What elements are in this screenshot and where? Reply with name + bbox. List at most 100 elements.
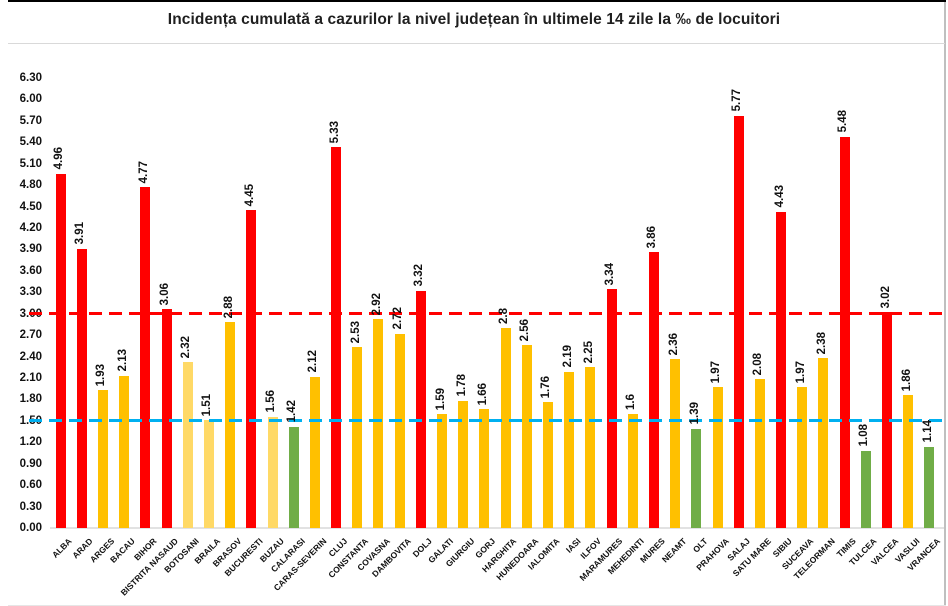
bar-bistrita-nasaud: [161, 309, 172, 528]
bar-value-label: 2.72: [392, 307, 405, 330]
y-tick-label: 2.40: [19, 350, 42, 363]
bar-value-label: 1.39: [688, 402, 701, 425]
bar-suceava: [797, 387, 808, 528]
bar-value-label: 5.33: [328, 120, 341, 144]
bar-iasi: [564, 371, 575, 528]
bar-value-label: 1.42: [286, 400, 299, 423]
bar-value-label: 3.86: [646, 225, 659, 249]
y-tick-label: 0.00: [19, 522, 42, 534]
bar-value-label: 2.92: [370, 293, 383, 316]
bar-value-label: 5.77: [731, 89, 744, 112]
x-axis-line: [50, 527, 944, 529]
bar-value-label: 1.66: [476, 383, 489, 406]
bar-calarasi: [288, 426, 299, 528]
bar-arad: [76, 248, 87, 528]
y-tick-label: 4.20: [19, 222, 42, 234]
bar-value-label: 1.97: [794, 360, 807, 384]
bar-value-label: 2.8: [498, 308, 511, 324]
bar-value-label: 2.19: [561, 345, 574, 368]
title-underline: [8, 43, 945, 44]
y-tick-label: 3.90: [19, 243, 42, 256]
bar-value-label: 1.86: [900, 368, 913, 392]
red-threshold-line: [29, 312, 944, 316]
bar-value-label: 3.32: [413, 264, 426, 287]
bar-mehedinti: [627, 413, 638, 528]
bar-vaslui: [903, 395, 914, 528]
bar-value-label: 2.13: [116, 349, 129, 372]
y-tick-label: 2.10: [19, 372, 42, 384]
bar-harghita: [500, 328, 511, 528]
chart-title: Incidența cumulată a cazurilor la nivel …: [167, 11, 781, 28]
bar-galati: [437, 414, 448, 528]
bar-value-label: 3.02: [879, 285, 892, 309]
bar-value-label: 4.45: [243, 183, 256, 207]
bar-value-label: 2.53: [349, 320, 362, 344]
bar-giurgiu: [458, 400, 469, 528]
bar-value-label: 1.93: [95, 363, 108, 387]
bar-value-label: 2.56: [519, 318, 532, 342]
bar-bihor: [140, 187, 151, 528]
y-tick-label: 0.30: [19, 500, 42, 513]
y-axis: 0.000.300.600.901.201.501.802.102.402.70…: [0, 72, 44, 534]
bar-bacau: [119, 375, 130, 528]
bar-value-label: 1.76: [540, 375, 553, 399]
bar-dambovita: [394, 333, 405, 528]
bar-value-label: 2.36: [667, 333, 680, 356]
y-tick-label: 3.30: [19, 286, 42, 299]
y-tick-label: 1.20: [19, 436, 42, 449]
bar-vrancea: [924, 446, 935, 528]
blue-threshold-line: [29, 419, 944, 423]
x-axis-labels: ALBA ARAD ARGES BACAU BIHOR BISTRITA NASAUD BO…: [49, 528, 943, 606]
bar-value-label: 2.08: [752, 353, 765, 376]
y-tick-label: 6.00: [19, 93, 42, 106]
bar-constanta: [352, 347, 363, 528]
bar-value-label: 1.08: [858, 424, 871, 447]
bar-value-label: 2.32: [180, 335, 193, 359]
frame-border-top: [8, 0, 946, 2]
y-tick-label: 4.50: [19, 200, 42, 213]
y-tick-label: 2.70: [19, 329, 42, 342]
bar-prahova: [712, 387, 723, 528]
bar-covasna: [373, 319, 384, 528]
bar-gorj: [479, 409, 490, 528]
bar-maramures: [606, 289, 617, 528]
bar-hunedoara: [521, 345, 532, 528]
plot-area: 4.96 3.91 1.93 2.13 4.77 3.06 2.32 1.51 2.88 4.45…: [29, 78, 944, 529]
bar-teleorman: [818, 358, 829, 528]
bar-mures: [648, 252, 659, 528]
bar-value-label: 2.38: [815, 331, 828, 354]
bar-tulcea: [860, 450, 871, 528]
bar-value-label: 2.12: [307, 350, 320, 373]
bar-dolj: [415, 290, 426, 528]
bar-value-label: 4.96: [53, 147, 66, 170]
bar-bucuresti: [246, 210, 257, 528]
y-tick-label: 1.80: [19, 393, 42, 406]
bar-sibiu: [776, 211, 787, 528]
x-axis-label: ALBA: [49, 536, 74, 560]
bar-value-label: 1.78: [455, 374, 468, 397]
bar-ilfov: [585, 367, 596, 528]
bar-value-label: 1.51: [201, 393, 214, 417]
bar-value-label: 2.88: [222, 295, 235, 319]
bar-neamt: [670, 359, 681, 528]
y-tick-label: 5.70: [19, 114, 42, 127]
bar-value-label: 1.6: [625, 393, 638, 410]
bar-value-label: 5.48: [837, 110, 850, 133]
y-tick-label: 4.80: [19, 179, 42, 192]
bar-arges: [97, 390, 108, 528]
bar-value-label: 1.56: [265, 390, 277, 413]
bar-botosani: [182, 362, 193, 528]
y-tick-label: 3.60: [19, 264, 42, 277]
y-tick-label: 0.60: [19, 479, 42, 492]
bar-olt: [691, 428, 702, 528]
bar-value-label: 4.77: [137, 160, 150, 184]
bar-buzau: [267, 416, 278, 528]
bar-value-label: 3.34: [604, 263, 617, 286]
bar-caras-severin: [309, 376, 320, 528]
y-tick-label: 5.40: [19, 136, 42, 149]
bar-alba: [55, 173, 66, 528]
bar-brasov: [225, 322, 236, 528]
bar-value-label: 3.91: [74, 222, 87, 245]
y-tick-label: 0.90: [19, 457, 42, 470]
bar-satu-mare: [754, 379, 765, 528]
